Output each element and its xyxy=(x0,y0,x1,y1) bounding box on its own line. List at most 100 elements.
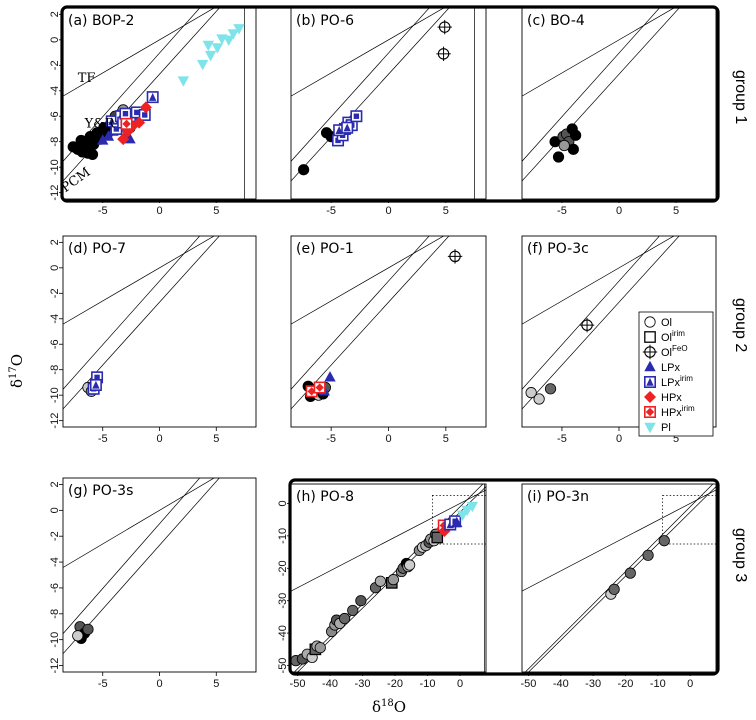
x-axis-title-tail: O xyxy=(394,698,406,716)
panel-h-ytick--50: -50 xyxy=(277,658,289,674)
panel-d-point-4 xyxy=(89,378,102,391)
panel-g-ytick--12: -12 xyxy=(49,658,61,674)
legend-marker-3 xyxy=(644,360,656,372)
panel-i-xtick--40: -40 xyxy=(553,678,569,690)
panel-a-point-38 xyxy=(146,91,159,104)
x-axis-title: δ18O xyxy=(372,698,406,716)
panel-i-xtick--30: -30 xyxy=(585,678,601,690)
panel-g-line-YR xyxy=(63,478,201,635)
panel-d-ytick-0: 0 xyxy=(49,265,61,271)
legend-label-4: LPxirim xyxy=(661,374,693,389)
panel-g-xtick-5: 5 xyxy=(213,678,219,690)
legend-marker-4 xyxy=(643,375,656,388)
panel-i-xtick--20: -20 xyxy=(618,678,634,690)
panel-d-ytick--6: -6 xyxy=(49,339,61,349)
y-axis-title-sup: 17 xyxy=(8,366,19,379)
panel-g-ytick-2: 2 xyxy=(49,481,61,487)
panel-f-xtick--5: -5 xyxy=(557,433,567,445)
panel-g-line-PCM xyxy=(63,478,220,655)
panel-b-plot-area xyxy=(291,8,475,199)
panel-g-ytick--4: -4 xyxy=(49,557,61,567)
line-label-pcm: PCM xyxy=(59,165,94,196)
panel-b-point-11 xyxy=(341,121,354,134)
panel-a-point-52 xyxy=(227,29,239,40)
panel-d-xtick--5: -5 xyxy=(98,433,108,445)
panel-h-point-36 xyxy=(451,516,463,528)
panel-f-point-2 xyxy=(544,383,557,395)
panel-f-xtick-5: 5 xyxy=(673,433,679,445)
panel-d-ytick--4: -4 xyxy=(49,314,61,324)
panel-d-line-YR xyxy=(63,236,201,390)
panel-a-point-49 xyxy=(211,43,224,54)
panel-a-point-48 xyxy=(204,50,217,62)
panel-f-line-PCM xyxy=(522,236,680,410)
panel-a-ytick--10: -10 xyxy=(49,159,61,175)
panel-e-point-6 xyxy=(324,371,336,382)
panel-g-plot-area xyxy=(63,478,220,655)
panel-i-frame xyxy=(521,483,717,673)
panel-a-xtick-5: 5 xyxy=(213,205,219,217)
panel-c-line-PCM xyxy=(522,8,680,182)
panel-h-xtick--40: -40 xyxy=(322,678,338,690)
panel-h-point-17 xyxy=(387,574,399,586)
legend-marker-5 xyxy=(644,391,656,403)
panel-b-frame xyxy=(290,7,487,200)
panel-d-ytick--12: -12 xyxy=(49,413,61,429)
group1-frame xyxy=(60,5,720,203)
legend-label-2: OlFeO xyxy=(661,344,688,359)
panel-c-line-TF xyxy=(522,8,675,97)
panel-a-point-51 xyxy=(223,35,235,47)
panel-a-title: (a) BOP-2 xyxy=(68,13,134,29)
panel-h-ytick-0: 0 xyxy=(277,500,289,506)
panel-b-point-9 xyxy=(350,110,363,123)
panel-i-point-1 xyxy=(608,583,620,595)
panel-h-point-30 xyxy=(431,531,444,544)
panel-g-ytick-0: 0 xyxy=(49,507,61,513)
panel-h-ytick--20: -20 xyxy=(277,560,289,576)
panel-e-xtick--5: -5 xyxy=(326,433,336,445)
panel-h-point-15 xyxy=(374,575,386,587)
panel-a-ytick-0: 0 xyxy=(49,37,61,43)
panel-a-point-39 xyxy=(117,133,130,146)
panel-f-xtick-0: 0 xyxy=(616,433,622,445)
panel-b: (b) PO-6 -5 0 5 xyxy=(290,7,487,217)
panel-d-frame xyxy=(62,235,257,428)
panel-h-title: (h) PO-8 xyxy=(296,489,354,505)
panel-c-line-YR xyxy=(522,8,660,162)
panel-g-ytick--10: -10 xyxy=(49,632,61,648)
panel-h-point-22 xyxy=(404,559,416,571)
panel-g: (g) PO-3s -5 0 5 -12 -10 -8 -6 -4 -2 0 2 xyxy=(49,477,257,690)
line-label-tf: TF xyxy=(78,71,96,86)
panel-a-point-8 xyxy=(86,148,99,161)
panel-h-point-38 xyxy=(461,505,473,517)
panel-i-plot-area xyxy=(522,484,716,672)
panel-a-point-53 xyxy=(233,24,245,35)
panel-h-line-TF xyxy=(291,489,486,592)
panel-b-xtick-5: 5 xyxy=(443,205,449,217)
panel-b-point-13 xyxy=(436,46,451,62)
panel-b-point-0 xyxy=(298,164,310,176)
panel-i: (i) PO-3n -50 -40 -30 -20 -10 0 xyxy=(521,483,717,690)
panel-i-point-3 xyxy=(642,549,654,561)
panel-i-xtick-0: 0 xyxy=(687,678,693,690)
panel-h-point-12 xyxy=(347,604,359,617)
panel-c-xtick-5: 5 xyxy=(673,205,679,217)
line-label-yr: Y&R xyxy=(84,117,116,132)
legend-marker-0 xyxy=(644,316,656,328)
panel-c-point-6 xyxy=(570,129,582,141)
panel-f-plot-area xyxy=(522,236,680,410)
panel-g-title: (g) PO-3s xyxy=(68,483,133,499)
legend-marker-1 xyxy=(644,331,656,343)
panel-h-point-11 xyxy=(339,612,351,625)
panel-b-xtick-0: 0 xyxy=(385,205,391,217)
panel-d-plot-area xyxy=(63,236,220,410)
panel-c-point-1 xyxy=(552,151,565,163)
y-axis-title: δ17O xyxy=(8,354,26,388)
panel-a-ytick--12: -12 xyxy=(49,185,61,201)
panel-g-line-TF xyxy=(63,478,215,568)
panel-a-point-37 xyxy=(119,107,132,120)
legend-marker-7 xyxy=(644,422,656,434)
